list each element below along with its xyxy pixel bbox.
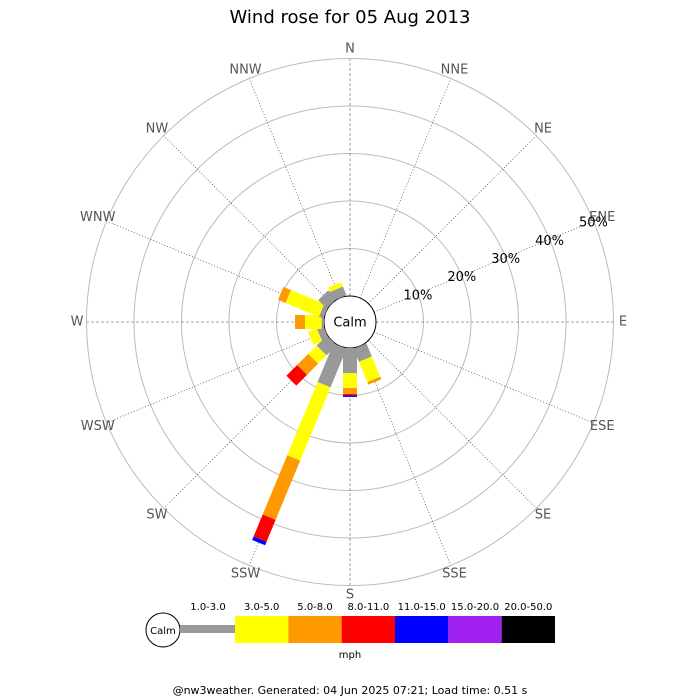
- bar-segment: [367, 376, 382, 385]
- bar-segment: [343, 387, 357, 395]
- bar-segment: [316, 325, 329, 342]
- bar-segment: [305, 315, 322, 329]
- ring-label: 40%: [535, 234, 564, 249]
- spoke: [359, 345, 452, 566]
- legend-swatch: [448, 616, 502, 643]
- direction-label: SSE: [442, 567, 467, 582]
- direction-label: E: [619, 315, 627, 330]
- spoke: [163, 135, 332, 304]
- bar-segment: [321, 315, 324, 329]
- direction-label: WNW: [80, 210, 116, 225]
- direction-label: ENE: [589, 210, 615, 225]
- direction-label: SW: [146, 508, 167, 523]
- bar-segment: [285, 289, 325, 317]
- legend-label: 3.0-5.0: [244, 602, 279, 613]
- direction-label: N: [345, 42, 355, 57]
- spoke: [368, 340, 537, 509]
- bar-segment: [308, 345, 327, 364]
- bar-segment: [253, 514, 276, 542]
- bar-segment: [287, 381, 331, 461]
- bar-segment: [278, 286, 291, 303]
- direction-label: ESE: [590, 419, 615, 434]
- legend-label: 20.0-50.0: [504, 602, 552, 613]
- spoke: [373, 331, 594, 424]
- bar-segment: [329, 286, 347, 301]
- legend-label: 5.0-8.0: [297, 602, 332, 613]
- bar-segment: [343, 348, 357, 374]
- direction-label: SSW: [231, 567, 261, 582]
- direction-label: NNE: [441, 62, 469, 77]
- legend-label: 11.0-15.0: [398, 602, 446, 613]
- bar-segment: [317, 343, 347, 388]
- spoke: [248, 78, 341, 299]
- legend-swatch: [501, 616, 555, 643]
- ring-label: 50%: [579, 216, 608, 231]
- legend-swatch: [341, 616, 395, 643]
- bar-segment: [328, 282, 343, 292]
- spoke: [106, 331, 327, 424]
- legend-swatch: [235, 616, 289, 643]
- unit-label: mph: [339, 650, 361, 661]
- direction-label: S: [346, 588, 354, 603]
- spoke: [373, 220, 594, 313]
- direction-label: NE: [534, 121, 552, 136]
- bar-segment: [307, 328, 323, 345]
- legend-swatch: [395, 616, 449, 643]
- bar-segment: [286, 364, 308, 386]
- bar-segment: [353, 343, 372, 362]
- bar-segment: [343, 395, 357, 397]
- bar-segment: [295, 315, 305, 329]
- calm-label: Calm: [333, 316, 366, 331]
- chart-title: Wind rose for 05 Aug 2013: [230, 7, 471, 28]
- direction-label: SE: [535, 508, 551, 523]
- legend-calm-label: Calm: [150, 626, 176, 637]
- direction-label: NW: [146, 121, 169, 136]
- footer: @nw3weather. Generated: 04 Jun 2025 07:2…: [173, 684, 528, 697]
- bar-segment: [252, 536, 267, 546]
- bar-segment: [343, 394, 357, 396]
- legend-swatch: [288, 616, 342, 643]
- bar-segment: [297, 353, 319, 375]
- legend-label: 8.0-11.0: [347, 602, 389, 613]
- bar-segment: [316, 335, 337, 356]
- direction-label: NNW: [229, 62, 261, 77]
- ring-label: 10%: [403, 288, 432, 303]
- legend-label: 1.0-3.0: [190, 602, 225, 613]
- spoke: [359, 78, 452, 299]
- bar-segment: [358, 356, 381, 383]
- spoke: [368, 135, 537, 304]
- legend-label: 15.0-20.0: [451, 602, 499, 613]
- direction-label: W: [71, 315, 84, 330]
- ring-label: 20%: [447, 270, 476, 285]
- bar-segment: [343, 373, 357, 388]
- bar-segment: [262, 455, 301, 520]
- direction-label: WSW: [81, 419, 115, 434]
- ring-label: 30%: [491, 252, 520, 267]
